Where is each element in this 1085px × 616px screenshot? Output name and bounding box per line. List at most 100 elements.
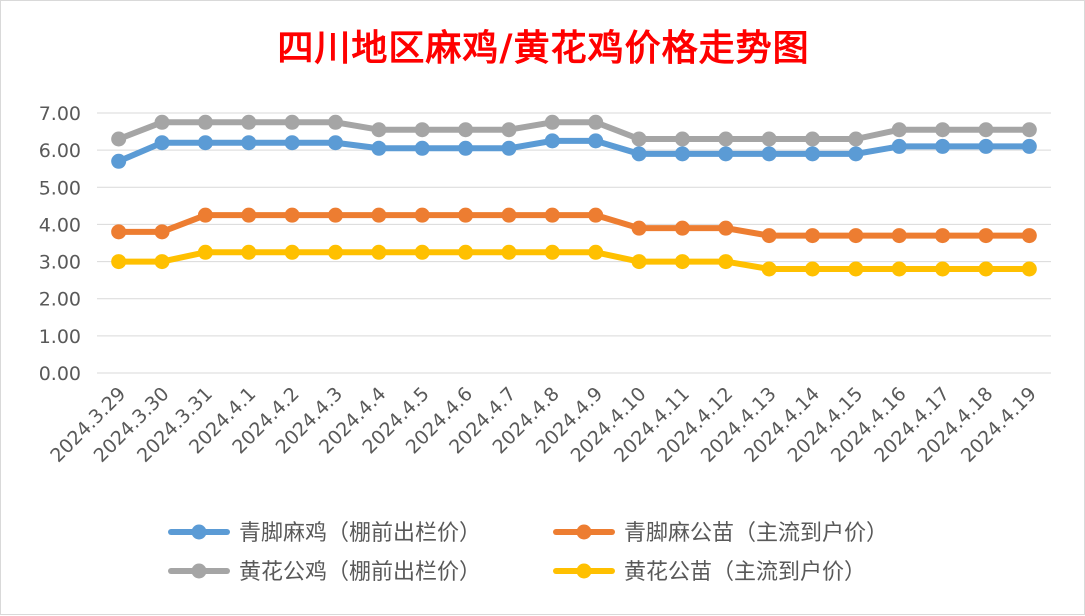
chart-title: 四川地区麻鸡/黄花鸡价格走势图: [277, 27, 810, 69]
data-point: [111, 153, 127, 169]
data-point: [631, 131, 647, 147]
data-point: [1021, 122, 1037, 138]
data-point: [761, 131, 777, 147]
legend-label: 青脚麻鸡（棚前出栏价）: [239, 521, 481, 546]
data-point: [978, 228, 994, 244]
series-line: [115, 119, 1033, 142]
data-point: [891, 138, 907, 154]
data-point: [414, 122, 430, 138]
y-tick-label: 3.00: [39, 252, 81, 274]
data-point: [501, 244, 517, 260]
data-point: [111, 224, 127, 240]
data-point: [805, 131, 820, 147]
data-point: [674, 220, 690, 236]
data-point: [935, 228, 951, 244]
legend-item: 黄花公苗（主流到户价）: [553, 560, 866, 585]
data-point: [978, 138, 994, 154]
series-line: [115, 212, 1033, 239]
gridlines: [97, 112, 1051, 374]
y-tick-label: 0.00: [39, 363, 81, 385]
data-point: [458, 140, 474, 156]
data-point: [978, 261, 994, 277]
data-point: [848, 146, 864, 162]
data-point: [154, 224, 170, 240]
data-point: [674, 146, 690, 162]
y-tick-label: 1.00: [39, 326, 81, 348]
data-point: [371, 244, 387, 260]
legend-swatch-marker: [576, 563, 592, 579]
data-point: [674, 254, 690, 270]
data-point: [328, 114, 343, 130]
data-point: [197, 244, 213, 260]
data-point: [1021, 228, 1037, 244]
legend-swatch-marker: [191, 524, 207, 540]
data-point: [111, 254, 127, 270]
data-point: [501, 122, 517, 138]
data-point: [284, 244, 300, 260]
data-point: [805, 261, 820, 277]
data-point: [241, 135, 257, 151]
legend-swatch-marker: [576, 524, 592, 540]
data-point: [197, 207, 213, 223]
data-point: [154, 114, 170, 130]
data-point: [241, 114, 257, 130]
data-point: [414, 207, 430, 223]
data-point: [848, 228, 864, 244]
data-point: [588, 244, 604, 260]
data-point: [805, 146, 820, 162]
data-point: [371, 140, 387, 156]
data-point: [241, 207, 257, 223]
data-point: [328, 207, 343, 223]
legend-swatch-marker: [191, 563, 207, 579]
data-point: [1021, 138, 1037, 154]
data-point: [761, 261, 777, 277]
data-point: [501, 207, 517, 223]
data-point: [544, 207, 560, 223]
legend-item: 青脚麻公苗（主流到户价）: [553, 521, 888, 546]
data-point: [978, 122, 994, 138]
legend: 青脚麻鸡（棚前出栏价） 青脚麻公苗（主流到户价） 黄花公鸡（棚前出栏价） 黄花公苗（主…: [168, 521, 888, 585]
data-point: [935, 261, 951, 277]
data-point: [631, 146, 647, 162]
data-point: [544, 244, 560, 260]
legend-label: 青脚麻公苗（主流到户价）: [624, 521, 888, 546]
series-2: [111, 114, 1037, 147]
data-point: [891, 122, 907, 138]
data-point: [544, 114, 560, 130]
data-point: [458, 244, 474, 260]
series-1: [111, 207, 1037, 244]
data-point: [154, 135, 170, 151]
data-point: [197, 114, 213, 130]
data-point: [848, 261, 864, 277]
legend-item: 黄花公鸡（棚前出栏价）: [168, 560, 481, 585]
y-axis-tick-labels: 0.00 1.00 2.00 3.00 4.00 5.00 6.00 7.00: [39, 103, 81, 385]
data-point: [284, 135, 300, 151]
data-point: [501, 140, 517, 156]
data-point: [458, 207, 474, 223]
legend-label: 黄花公苗（主流到户价）: [624, 560, 866, 585]
data-point: [371, 207, 387, 223]
data-point: [197, 135, 213, 151]
data-point: [414, 244, 430, 260]
y-tick-label: 5.00: [39, 177, 81, 199]
data-point: [284, 114, 300, 130]
data-point: [631, 254, 647, 270]
data-point: [544, 133, 560, 149]
data-point: [848, 131, 864, 147]
series-3: [111, 244, 1037, 277]
data-point: [241, 244, 257, 260]
data-point: [111, 131, 127, 147]
legend-label: 黄花公鸡（棚前出栏价）: [239, 560, 481, 585]
data-point: [718, 254, 734, 270]
data-point: [891, 228, 907, 244]
data-point: [805, 228, 820, 244]
data-point: [414, 140, 430, 156]
data-point: [458, 122, 474, 138]
data-point: [718, 131, 734, 147]
data-point: [328, 135, 343, 151]
legend-item: 青脚麻鸡（棚前出栏价）: [168, 521, 481, 546]
x-axis-tick-labels: 2024.3.292024.3.302024.3.312024.4.12024.…: [46, 383, 1041, 467]
data-point: [154, 254, 170, 270]
